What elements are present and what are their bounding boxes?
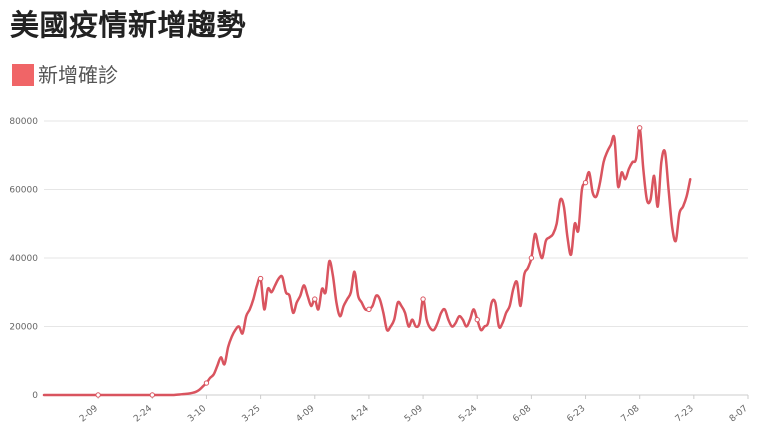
y-tick-label: 40000 bbox=[9, 254, 38, 264]
data-point[interactable] bbox=[257, 275, 264, 282]
series-layer bbox=[42, 126, 692, 397]
legend-swatch bbox=[12, 64, 34, 86]
y-tick-label: 60000 bbox=[9, 186, 38, 196]
x-tick-label: 4-24 bbox=[349, 403, 371, 424]
data-point[interactable] bbox=[528, 255, 535, 261]
x-tick-label: 3-10 bbox=[186, 403, 208, 424]
x-tick-label: 8-07 bbox=[728, 404, 750, 425]
x-tick-label: 2-24 bbox=[132, 403, 154, 424]
grid-layer bbox=[44, 120, 748, 327]
x-tick-label: 5-09 bbox=[403, 403, 425, 424]
x-tick-label: 5-24 bbox=[457, 403, 479, 424]
data-point[interactable] bbox=[582, 179, 589, 186]
data-point[interactable] bbox=[203, 380, 210, 386]
x-tick-label: 3-25 bbox=[240, 404, 262, 425]
x-tick-label: 6-08 bbox=[511, 403, 533, 424]
x-tick-label: 2-09 bbox=[78, 403, 100, 424]
data-point[interactable] bbox=[366, 306, 372, 313]
marker-layer bbox=[95, 125, 643, 398]
x-tick-label: 7-23 bbox=[674, 404, 696, 425]
data-point[interactable] bbox=[420, 296, 426, 302]
legend[interactable]: 新增確診 bbox=[12, 63, 118, 87]
chart-title: 美國疫情新增趨勢 bbox=[10, 8, 247, 42]
y-tick-label: 80000 bbox=[9, 117, 38, 127]
legend-label: 新增確診 bbox=[38, 63, 118, 87]
y-tick-label: 0 bbox=[32, 391, 38, 401]
series-line bbox=[42, 126, 692, 397]
data-point[interactable] bbox=[95, 392, 101, 398]
x-tick-label: 4-09 bbox=[295, 403, 317, 424]
data-point[interactable] bbox=[149, 392, 156, 398]
axis-layer: 0 20000 40000 60000 80000 2-09 2-24 3-10 3-25 4-0… bbox=[9, 117, 750, 424]
y-tick-label: 20000 bbox=[9, 323, 38, 333]
data-point[interactable] bbox=[312, 296, 318, 302]
x-tick-label: 7-08 bbox=[620, 403, 642, 424]
data-point[interactable] bbox=[636, 125, 643, 131]
data-point[interactable] bbox=[474, 316, 480, 323]
x-tick-label: 6-23 bbox=[565, 404, 587, 425]
